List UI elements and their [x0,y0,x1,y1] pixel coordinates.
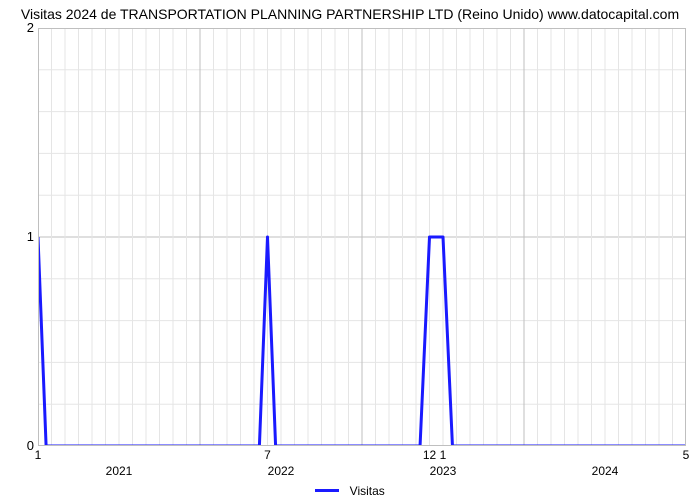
y-tick-label: 1 [24,229,34,244]
x-value-label: 7 [264,448,271,462]
x-value-label: 5 [683,448,690,462]
x-year-label: 2023 [430,464,457,478]
x-year-label: 2021 [106,464,133,478]
plot-area [38,28,686,446]
grid [38,28,686,446]
legend-swatch [315,489,339,492]
chart-svg [38,28,686,446]
x-value-label: 1 [440,448,447,462]
x-year-label: 2022 [268,464,295,478]
chart-title: Visitas 2024 de TRANSPORTATION PLANNING … [0,6,700,22]
legend: Visitas [0,482,700,500]
x-year-label: 2024 [592,464,619,478]
legend-label: Visitas [350,484,385,498]
y-tick-label: 0 [24,438,34,453]
y-tick-label: 2 [24,20,34,35]
x-value-label: 1 [35,448,42,462]
x-value-label: 12 [423,448,436,462]
